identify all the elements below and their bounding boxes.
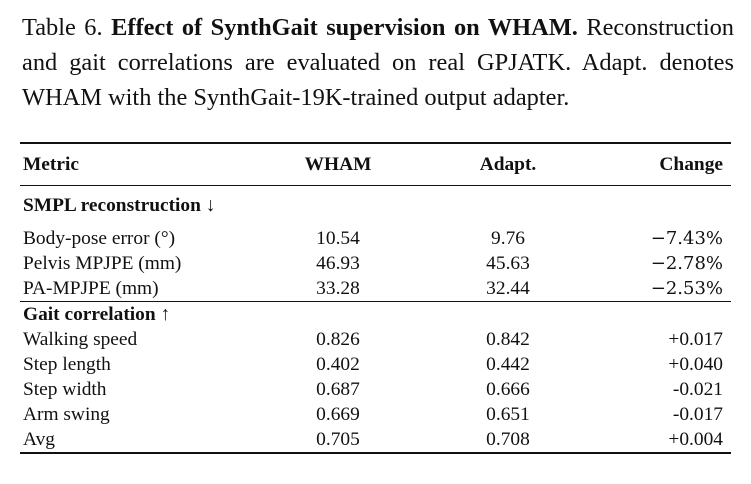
table-row: Arm swing 0.669 0.651 -0.017 [20, 402, 731, 427]
group-header-gait: Gait correlation ↑ [20, 301, 731, 327]
metric-cell: Avg [20, 427, 253, 454]
adapt-cell: 0.708 [423, 427, 593, 454]
caption-title: Effect of SynthGait supervision on WHAM. [111, 14, 578, 41]
change-cell: +0.040 [668, 354, 723, 375]
group-title: SMPL reconstruction ↓ [20, 185, 731, 226]
metric-cell: Pelvis MPJPE (mm) [23, 253, 182, 274]
header-change: Change [659, 154, 723, 175]
wham-cell: 0.705 [253, 427, 423, 454]
wham-cell: 0.402 [316, 354, 360, 375]
wham-cell: 0.826 [316, 329, 360, 350]
change-cell: −7.43% [650, 228, 723, 249]
wham-cell: 10.54 [316, 228, 360, 249]
change-cell: -0.017 [672, 404, 723, 425]
metric-cell: Step width [23, 379, 107, 400]
change-cell: −2.53% [650, 278, 723, 299]
wham-cell: 0.687 [316, 379, 360, 400]
header-metric: Metric [23, 154, 79, 175]
change-cell: +0.004 [593, 427, 731, 454]
adapt-cell: 9.76 [491, 228, 525, 249]
caption-body: Reconstruction and gait correlations are… [22, 14, 734, 111]
table-row: Avg 0.705 0.708 +0.004 [20, 427, 731, 454]
metric-cell: PA-MPJPE (mm) [23, 278, 159, 299]
adapt-cell: 0.442 [486, 354, 530, 375]
adapt-cell: 0.651 [486, 404, 530, 425]
table-row: PA-MPJPE (mm) 33.28 32.44 −2.53% [20, 276, 731, 302]
results-table: Metric WHAM Adapt. Change SMPL reconstru… [20, 142, 731, 454]
group-header-smpl: SMPL reconstruction ↓ [20, 185, 731, 226]
wham-cell: 46.93 [316, 253, 360, 274]
table-row: Step length 0.402 0.442 +0.040 [20, 352, 731, 377]
metric-cell: Arm swing [23, 404, 110, 425]
adapt-cell: 45.63 [486, 253, 530, 274]
header-adapt: Adapt. [479, 154, 537, 175]
header-wham: WHAM [304, 154, 372, 175]
metric-cell: Step length [23, 354, 111, 375]
group-title: Gait correlation ↑ [20, 301, 731, 327]
wham-cell: 33.28 [316, 278, 360, 299]
table-row: Body-pose error (°) 10.54 9.76 −7.43% [20, 226, 731, 251]
adapt-cell: 0.842 [486, 329, 530, 350]
table-row: Step width 0.687 0.666 -0.021 [20, 377, 731, 402]
change-cell: -0.021 [672, 379, 723, 400]
adapt-cell: 32.44 [486, 278, 530, 299]
adapt-cell: 0.666 [486, 379, 530, 400]
metric-cell: Body-pose error (°) [23, 228, 176, 249]
metric-cell: Walking speed [23, 329, 138, 350]
wham-cell: 0.669 [316, 404, 360, 425]
change-cell: +0.017 [668, 329, 723, 350]
caption-label: Table 6. [22, 14, 103, 41]
table-caption: Table 6. Effect of SynthGait supervision… [22, 10, 734, 115]
change-cell: −2.78% [650, 253, 723, 274]
table-row: Walking speed 0.826 0.842 +0.017 [20, 327, 731, 352]
table-row: Pelvis MPJPE (mm) 46.93 45.63 −2.78% [20, 251, 731, 276]
header-row: Metric WHAM Adapt. Change [20, 143, 731, 186]
